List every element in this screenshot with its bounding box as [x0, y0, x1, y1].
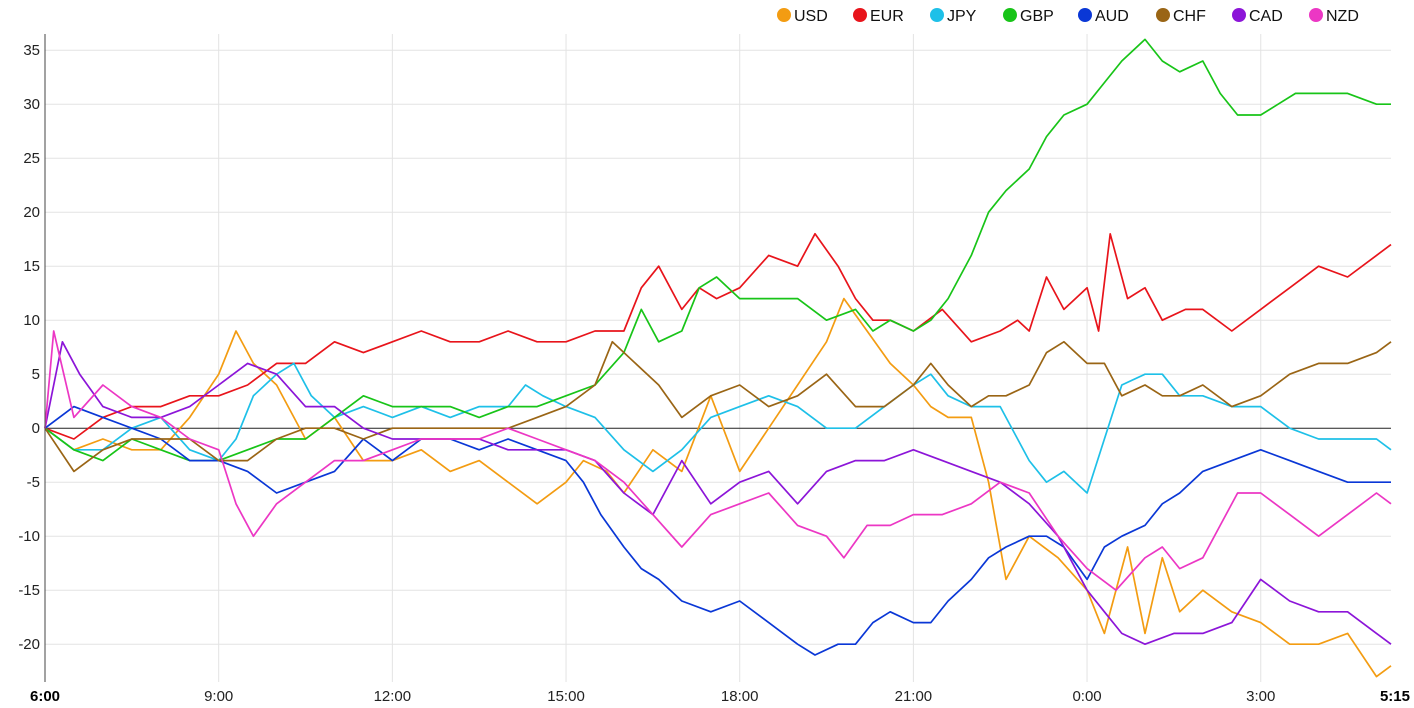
legend-label: EUR [870, 8, 904, 25]
series-line-chf [44, 340, 1392, 473]
y-tick-label: 35 [23, 42, 40, 59]
legend-label: CHF [1173, 8, 1206, 25]
y-tick-label: 20 [23, 204, 40, 221]
legend-swatch [777, 8, 791, 22]
legend-item-aud: AUD [1078, 8, 1129, 25]
x-tick-label: 18:00 [721, 688, 759, 705]
y-tick-label: -15 [18, 582, 40, 599]
series-line-gbp [44, 38, 1391, 462]
legend-label: USD [794, 8, 828, 25]
series-line-eur [44, 232, 1392, 440]
gridlines [45, 34, 1391, 682]
legend-label: NZD [1326, 8, 1359, 25]
y-tick-label: 25 [23, 150, 40, 167]
legend-item-cad: CAD [1232, 8, 1283, 25]
legend-swatch [930, 8, 944, 22]
legend-swatch [1003, 8, 1017, 22]
legend-item-jpy: JPY [930, 8, 977, 25]
y-tick-label: 10 [23, 312, 40, 329]
x-tick-label: 3:00 [1246, 688, 1275, 705]
y-tick-label: 5 [32, 366, 40, 383]
y-tick-label: -5 [27, 474, 40, 491]
series-lines [44, 38, 1392, 678]
legend-label: GBP [1020, 8, 1054, 25]
legend-swatch [1156, 8, 1170, 22]
series-line-nzd [44, 330, 1392, 592]
x-tick-label: 9:00 [204, 688, 233, 705]
legend-item-nzd: NZD [1309, 8, 1359, 25]
legend: USD EUR JPY GBP AUD CHF CAD NZD [777, 8, 1359, 25]
legend-label: JPY [947, 8, 977, 25]
legend-swatch [1232, 8, 1246, 22]
x-tick-label: 6:00 [30, 688, 60, 705]
y-tick-label: -10 [18, 528, 40, 545]
x-axis-ticks: 6:00 9:00 12:00 15:00 18:00 21:00 0:00 3:00 5:15 [30, 688, 1410, 705]
y-tick-label: 30 [23, 96, 40, 113]
x-tick-label: 0:00 [1072, 688, 1101, 705]
legend-swatch [1078, 8, 1092, 22]
legend-swatch [1309, 8, 1323, 22]
x-tick-label: 12:00 [374, 688, 412, 705]
y-tick-label: -20 [18, 636, 40, 653]
legend-item-eur: EUR [853, 8, 904, 25]
x-tick-label: 5:15 [1380, 688, 1410, 705]
series-line-cad [44, 340, 1392, 646]
legend-item-gbp: GBP [1003, 8, 1054, 25]
series-line-jpy [44, 362, 1392, 494]
y-tick-label: 15 [23, 258, 40, 275]
series-line-usd [44, 297, 1392, 678]
legend-label: AUD [1095, 8, 1129, 25]
legend-label: CAD [1249, 8, 1283, 25]
legend-item-chf: CHF [1156, 8, 1206, 25]
y-tick-label: 0 [32, 420, 40, 437]
series-line-aud [44, 405, 1391, 656]
legend-swatch [853, 8, 867, 22]
legend-item-usd: USD [777, 8, 828, 25]
x-tick-label: 21:00 [895, 688, 933, 705]
y-axis-ticks: 35 30 25 20 15 10 5 0 -5 -10 -15 -20 [18, 42, 40, 653]
x-tick-label: 15:00 [547, 688, 585, 705]
